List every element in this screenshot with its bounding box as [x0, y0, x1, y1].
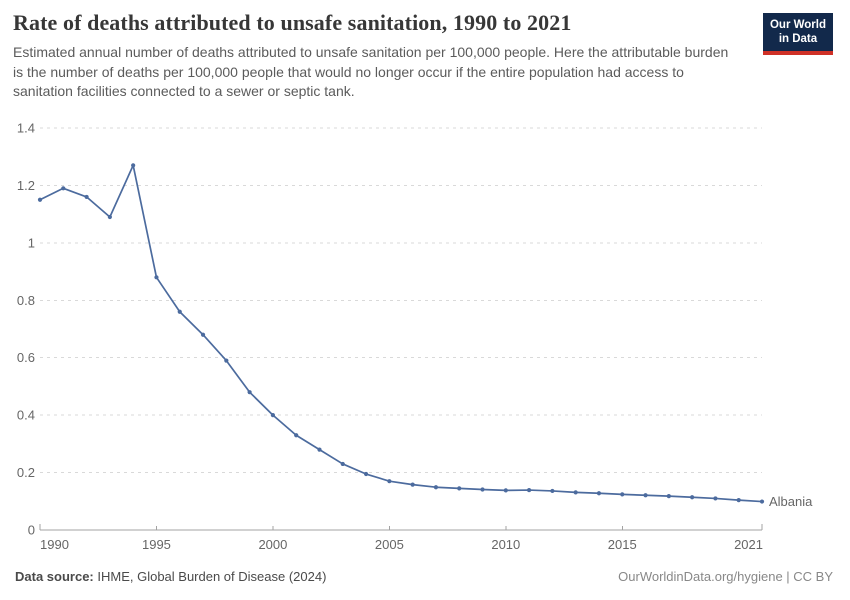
data-point[interactable]	[154, 275, 159, 280]
x-tick-label: 2021	[734, 537, 763, 552]
data-point[interactable]	[759, 499, 765, 504]
x-tick-label: 2015	[608, 537, 637, 552]
data-point[interactable]	[247, 390, 252, 395]
y-tick-label: 0.8	[17, 293, 35, 308]
chart-subtitle: Estimated annual number of deaths attrib…	[13, 44, 729, 100]
data-point[interactable]	[433, 485, 439, 490]
y-tick-label: 0.4	[17, 408, 35, 423]
y-tick-label: 0	[28, 523, 35, 538]
line-chart: 0 0.2 0.4 0.6 0.8 1 1.2 1.4 1990 1995 2000 2005 2010…	[17, 121, 813, 553]
data-point[interactable]	[294, 433, 299, 438]
x-tick-label: 2000	[258, 537, 287, 552]
data-source: Data source: IHME, Global Burden of Dise…	[15, 569, 326, 584]
data-point[interactable]	[61, 186, 66, 191]
owid-logo-line2: in Data	[778, 33, 818, 46]
y-tick-label: 0.6	[17, 350, 35, 365]
data-point[interactable]	[526, 487, 532, 493]
trend-line[interactable]	[39, 164, 763, 503]
data-point[interactable]	[340, 461, 345, 467]
data-point[interactable]	[224, 358, 229, 363]
data-point[interactable]	[363, 471, 369, 477]
x-tick-label: 2005	[375, 537, 404, 552]
data-point[interactable]	[317, 447, 322, 452]
chart-title: Rate of deaths attributed to unsafe sani…	[13, 10, 572, 35]
data-point[interactable]	[620, 492, 625, 497]
data-point[interactable]	[200, 332, 206, 337]
data-point[interactable]	[410, 482, 415, 487]
y-tick-label: 1	[28, 235, 35, 250]
y-tick-label: 0.2	[17, 465, 35, 480]
chart-header: Rate of deaths attributed to unsafe sani…	[13, 10, 758, 101]
data-point[interactable]	[107, 214, 112, 220]
data-point[interactable]	[387, 479, 392, 484]
data-point[interactable]	[690, 495, 695, 500]
entity-label[interactable]: Albania	[769, 494, 813, 509]
data-point[interactable]	[573, 490, 578, 495]
data-point[interactable]	[270, 413, 276, 418]
data-point[interactable]	[84, 194, 89, 200]
chart-footer: Data source: IHME, Global Burden of Dise…	[15, 569, 833, 584]
data-source-text: IHME, Global Burden of Disease (2024)	[93, 569, 327, 584]
data-point[interactable]	[131, 163, 136, 168]
data-point[interactable]	[736, 498, 741, 503]
data-point[interactable]	[480, 487, 485, 492]
y-tick-label: 1.4	[17, 121, 35, 136]
owid-logo-line1: Our World	[769, 19, 826, 31]
x-tick-label: 2010	[491, 537, 520, 552]
x-tick-label: 1990	[40, 537, 69, 552]
owid-logo[interactable]: Our World in Data	[762, 13, 833, 55]
data-point[interactable]	[550, 488, 555, 494]
data-point[interactable]	[643, 493, 648, 498]
data-point[interactable]	[177, 309, 182, 314]
data-point[interactable]	[666, 494, 671, 499]
data-point[interactable]	[596, 491, 602, 496]
data-point[interactable]	[713, 496, 718, 501]
x-tick-label: 1995	[142, 537, 171, 552]
y-tick-label: 1.2	[17, 178, 35, 193]
data-source-label: Data source:	[15, 569, 94, 584]
data-point[interactable]	[503, 488, 508, 493]
data-point[interactable]	[457, 486, 462, 491]
data-point[interactable]	[37, 197, 43, 202]
owid-url-link[interactable]: OurWorldinData.org/hygiene | CC BY	[618, 569, 833, 584]
